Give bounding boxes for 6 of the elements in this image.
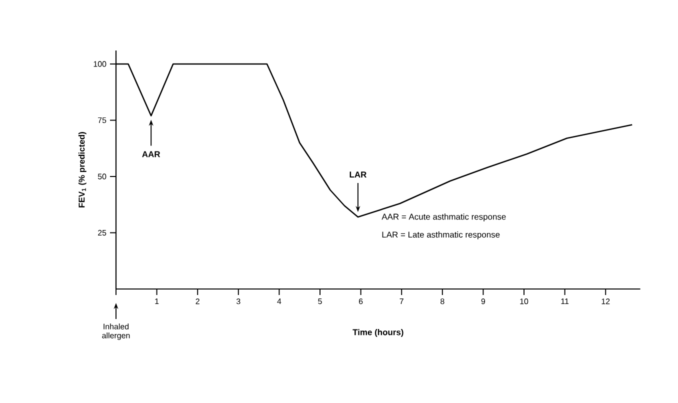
y-axis-title: FEV$_{1}$ (% predicted) bbox=[78, 132, 86, 208]
annotation: LAR = Late asthmatic response bbox=[382, 231, 500, 240]
annotation: LAR bbox=[350, 172, 366, 178]
x-axis-title: Time (hours) bbox=[352, 329, 404, 337]
annotation: AAR = Acute asthmatic response bbox=[382, 213, 506, 222]
annotation: AAR bbox=[142, 151, 160, 158]
